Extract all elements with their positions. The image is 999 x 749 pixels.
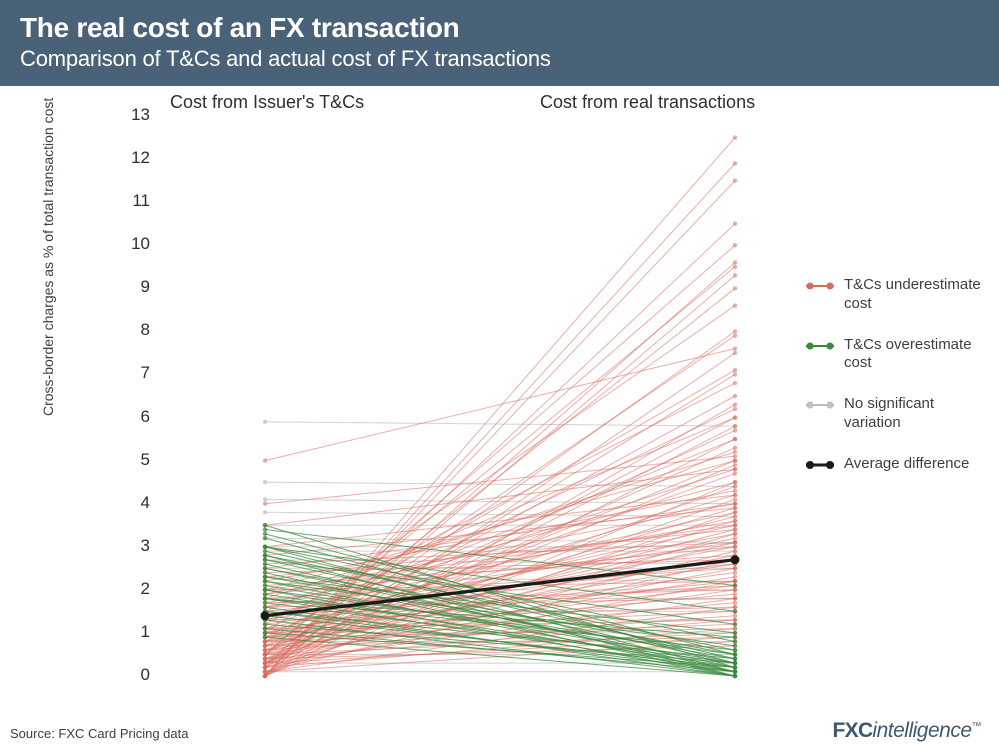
- brand-logo: FXCintelligence™: [833, 719, 981, 743]
- y-tick-label: 13: [120, 105, 150, 125]
- y-tick-label: 4: [120, 493, 150, 513]
- chart-header: The real cost of an FX transaction Compa…: [0, 0, 999, 86]
- y-tick-label: 10: [120, 234, 150, 254]
- legend-swatch-no-variation: [806, 399, 834, 411]
- legend-item-overestimate: T&Cs overestimate cost: [806, 336, 981, 374]
- source-footer: Source: FXC Card Pricing data: [10, 726, 188, 741]
- brand-prefix: FXC: [833, 719, 873, 742]
- trademark-icon: ™: [972, 721, 982, 732]
- chart-area: Cross-border charges as % of total trans…: [0, 86, 999, 706]
- legend-label: T&Cs overestimate cost: [844, 336, 981, 374]
- chart-subtitle: Comparison of T&Cs and actual cost of FX…: [20, 46, 979, 72]
- legend-swatch-average: [806, 459, 834, 471]
- y-tick-label: 1: [120, 622, 150, 642]
- y-tick-label: 9: [120, 277, 150, 297]
- y-tick-label: 8: [120, 320, 150, 340]
- legend-item-underestimate: T&Cs underestimate cost: [806, 276, 981, 314]
- legend-label: T&Cs underestimate cost: [844, 276, 981, 314]
- brand-suffix: intelligence: [872, 719, 971, 742]
- y-tick-label: 0: [120, 665, 150, 685]
- legend-label: Average difference: [844, 455, 969, 474]
- legend-item-average: Average difference: [806, 455, 981, 474]
- y-tick-label: 6: [120, 407, 150, 427]
- legend-swatch-underestimate: [806, 280, 834, 292]
- y-tick-label: 5: [120, 450, 150, 470]
- y-tick-label: 7: [120, 363, 150, 383]
- left-column-label: Cost from Issuer's T&Cs: [170, 92, 364, 113]
- y-tick-label: 11: [120, 191, 150, 211]
- y-tick-label: 3: [120, 536, 150, 556]
- y-tick-label: 2: [120, 579, 150, 599]
- legend-item-no-variation: No significant variation: [806, 395, 981, 433]
- legend-swatch-overestimate: [806, 340, 834, 352]
- y-axis-label: Cross-border charges as % of total trans…: [40, 98, 56, 416]
- legend: T&Cs underestimate cost T&Cs overestimat…: [806, 276, 981, 495]
- right-column-label: Cost from real transactions: [540, 92, 755, 113]
- legend-label: No significant variation: [844, 395, 981, 433]
- y-tick-label: 12: [120, 148, 150, 168]
- chart-title: The real cost of an FX transaction: [20, 12, 979, 44]
